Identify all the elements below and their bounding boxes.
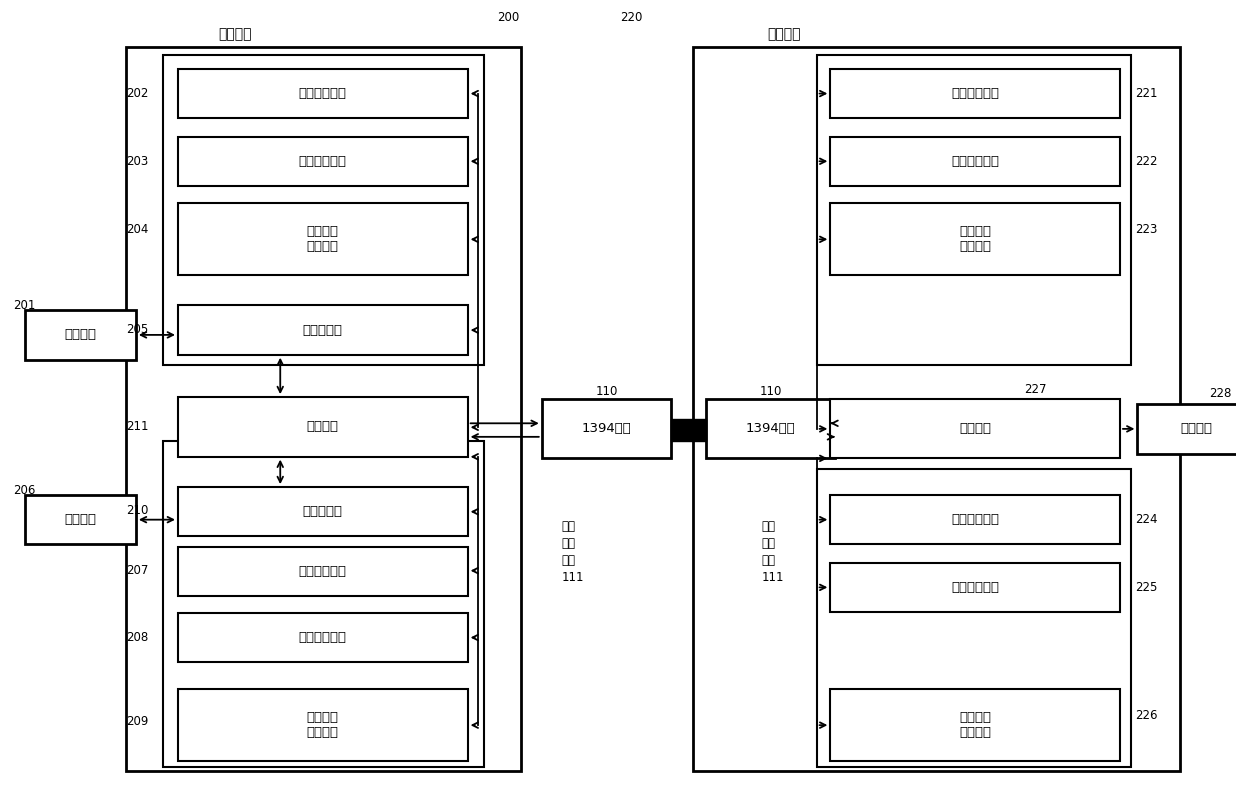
Bar: [126, 47, 521, 772]
Text: 媒体管理单元: 媒体管理单元: [951, 87, 999, 100]
Text: 203: 203: [126, 155, 149, 168]
Bar: [177, 204, 467, 275]
Text: 控制单元: 控制单元: [960, 422, 991, 435]
Bar: [831, 495, 1120, 545]
Text: 110: 110: [596, 385, 619, 398]
Text: 媒体驱动器: 媒体驱动器: [303, 505, 342, 518]
Text: 媒体驱动器: 媒体驱动器: [303, 324, 342, 337]
Bar: [25, 495, 136, 545]
Bar: [831, 204, 1120, 275]
Text: 222: 222: [1135, 155, 1157, 168]
Bar: [177, 547, 467, 596]
Text: 210: 210: [126, 504, 149, 517]
Text: 226: 226: [1135, 709, 1157, 722]
Text: 224: 224: [1135, 513, 1157, 526]
Bar: [164, 441, 484, 768]
Text: 受控设备: 受控设备: [218, 27, 252, 42]
Bar: [177, 306, 467, 354]
Text: 208: 208: [126, 631, 149, 644]
Bar: [817, 468, 1131, 768]
Text: 204: 204: [126, 223, 149, 237]
Bar: [693, 47, 1180, 772]
Bar: [25, 310, 136, 359]
Text: 媒体
管理
部分
111: 媒体 管理 部分 111: [761, 520, 784, 585]
Bar: [831, 563, 1120, 612]
Text: 205: 205: [126, 323, 149, 336]
Text: 文件系统
管理单元: 文件系统 管理单元: [960, 225, 991, 253]
Text: 控制设备: 控制设备: [768, 27, 801, 42]
Text: 内容管理单元: 内容管理单元: [951, 155, 999, 168]
Text: 1394接口: 1394接口: [582, 422, 631, 435]
Text: 媒体管理单元: 媒体管理单元: [299, 87, 347, 100]
Bar: [177, 487, 467, 537]
Text: 110: 110: [760, 385, 782, 398]
Bar: [177, 689, 467, 761]
Bar: [542, 399, 671, 459]
Text: 文件系统
管理单元: 文件系统 管理单元: [306, 711, 339, 739]
Text: 媒体管理单元: 媒体管理单元: [951, 513, 999, 526]
Bar: [177, 136, 467, 186]
Text: 221: 221: [1135, 87, 1157, 100]
Text: 200: 200: [497, 10, 520, 23]
Text: 控制单元: 控制单元: [306, 420, 339, 433]
Text: 206: 206: [12, 484, 35, 496]
Text: 1394接口: 1394接口: [745, 422, 795, 435]
Text: 201: 201: [12, 299, 35, 312]
Text: 220: 220: [620, 10, 642, 23]
Text: 209: 209: [126, 715, 149, 727]
Text: 文件系统
管理单元: 文件系统 管理单元: [306, 225, 339, 253]
Bar: [831, 399, 1120, 459]
Text: 225: 225: [1135, 581, 1157, 593]
Text: 223: 223: [1135, 223, 1157, 237]
Text: 211: 211: [125, 420, 149, 433]
Text: 内容管理单元: 内容管理单元: [299, 155, 347, 168]
Text: 228: 228: [1209, 387, 1231, 399]
Bar: [177, 397, 467, 457]
Bar: [177, 613, 467, 662]
Text: 内容管理单元: 内容管理单元: [951, 581, 999, 593]
Bar: [706, 399, 836, 459]
Text: 227: 227: [1024, 383, 1047, 395]
Text: 207: 207: [126, 564, 149, 577]
Text: 媒体
管理
部分
111: 媒体 管理 部分 111: [562, 520, 584, 585]
Bar: [177, 69, 467, 118]
Bar: [164, 55, 484, 365]
Text: 202: 202: [126, 87, 149, 100]
Text: 显示单元: 显示单元: [1180, 423, 1211, 435]
Bar: [831, 689, 1120, 761]
Text: 文件系统
管理单元: 文件系统 管理单元: [960, 711, 991, 739]
Bar: [831, 69, 1120, 118]
Text: 存储媒体: 存储媒体: [64, 328, 97, 342]
Bar: [831, 136, 1120, 186]
Bar: [817, 55, 1131, 365]
Text: 存储媒体: 存储媒体: [64, 513, 97, 526]
Text: 内容管理单元: 内容管理单元: [299, 631, 347, 644]
Text: 媒体管理单元: 媒体管理单元: [299, 565, 347, 578]
Bar: [1137, 404, 1240, 454]
